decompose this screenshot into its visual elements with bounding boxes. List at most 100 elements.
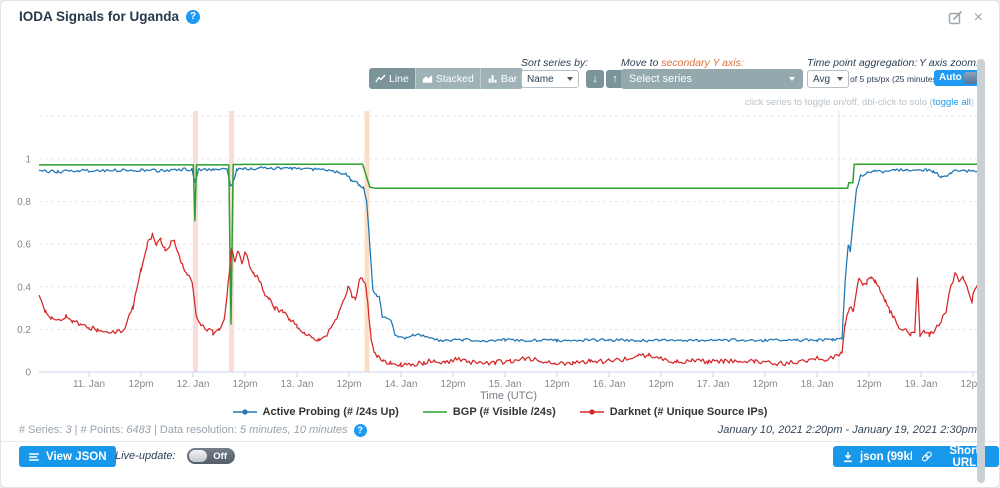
x-tick-label: 12. Jan [177, 379, 210, 390]
y-tick-label: 1 [25, 154, 31, 165]
stats-segment: 6483 [126, 424, 151, 436]
meta-row: # Series: 3 | # Points: 6483 | Data reso… [19, 422, 977, 438]
x-tick-label: 19. Jan [905, 379, 938, 390]
x-tick-label: 11. Jan [73, 379, 105, 390]
y-zoom-auto-toggle[interactable]: Auto [934, 70, 979, 86]
x-tick-label: 12pm [232, 379, 257, 390]
legend-marker [422, 411, 447, 413]
stacked-chart-icon [422, 75, 433, 83]
chart-area: 11. Jan 12pm 12. Jan 12pm 13. Jan 12pm 14. Jan… [1, 105, 1000, 405]
title-help-icon[interactable]: ? [186, 9, 201, 24]
legend-hint: click series to toggle on/off, dbl-click… [745, 97, 974, 108]
legend-marker [579, 409, 604, 415]
line-chart-button[interactable]: Line [369, 68, 415, 89]
chart-type-toggle: Line Stacked Bar [369, 68, 524, 89]
legend-item[interactable]: Active Probing (# /24s Up) [232, 404, 399, 420]
x-tick-label: 12pm [128, 379, 153, 390]
stats-segment: | # Points: [71, 424, 127, 436]
footer-divider [1, 441, 999, 442]
x-tick-label: 16. Jan [593, 379, 626, 390]
toggle-knob [964, 72, 977, 84]
aggregation-value: Avg [813, 73, 831, 85]
x-tick-label: 13. Jan [281, 379, 314, 390]
series-line[interactable] [38, 166, 979, 343]
stats-segment: | Data resolution: [150, 424, 240, 436]
aggregation-detail: of 5 pts/px (25 minutes) [850, 74, 940, 84]
stats-help-icon[interactable]: ? [353, 423, 367, 437]
y-tick-label: 0 [25, 368, 31, 379]
bar-button-label: Bar [500, 72, 518, 85]
x-tick-label: 12pm [960, 379, 985, 390]
x-tick-label: 12pm [440, 379, 465, 390]
y-tick-label: 0.4 [17, 282, 31, 293]
list-icon [28, 452, 40, 461]
chevron-down-icon [789, 77, 795, 81]
move-axis-label: Move to secondary Y axis: [621, 57, 744, 69]
close-icon[interactable]: × [973, 8, 983, 26]
edit-icon[interactable] [948, 10, 963, 25]
x-tick-label: 12pm [752, 379, 777, 390]
live-update-label: Live-update: [115, 450, 176, 462]
download-icon [844, 451, 852, 462]
sort-series-select[interactable]: Name [521, 70, 579, 88]
short-url-button[interactable]: Short URL [912, 444, 999, 469]
y-tick-label: 0.6 [17, 240, 31, 251]
chevron-down-icon [837, 77, 843, 81]
signals-chart[interactable]: 11. Jan 12pm 12. Jan 12pm 13. Jan 12pm 14. Jan… [1, 105, 1000, 405]
legend-item[interactable]: Darknet (# Unique Source IPs) [579, 404, 768, 420]
short-url-label: Short URL [949, 444, 980, 469]
download-json-label: json (99kB) [860, 450, 922, 463]
chevron-down-icon [567, 77, 573, 81]
toggle-all-link[interactable]: toggle all [932, 97, 971, 108]
legend-label: Darknet (# Unique Source IPs) [609, 406, 768, 418]
live-update-state: Off [213, 450, 227, 462]
toggle-knob [189, 450, 207, 462]
stats-segment: 3 [65, 424, 72, 436]
chart-legend: Active Probing (# /24s Up) BGP (# Visible… [1, 404, 999, 420]
x-axis-title: Time (UTC) [480, 390, 537, 402]
line-button-label: Line [389, 72, 409, 85]
sort-ascending-button[interactable]: ↑ [606, 70, 624, 88]
stats-segment: # Series: [19, 424, 66, 436]
event-band [364, 111, 370, 372]
modal-header: IODA Signals for Uganda ? [19, 9, 201, 24]
secondary-axis-value: Select series [629, 73, 692, 85]
stacked-chart-button[interactable]: Stacked [414, 68, 480, 89]
x-tick-label: 12pm [648, 379, 673, 390]
scrollbar[interactable] [977, 59, 985, 483]
view-json-button[interactable]: View JSON [19, 446, 116, 467]
x-tick-label: 12pm [544, 379, 569, 390]
y-tick-label: 0.8 [17, 197, 31, 208]
link-icon [921, 451, 932, 462]
sort-descending-button[interactable]: ↓ [586, 70, 604, 88]
legend-label: BGP (# Visible /24s) [452, 406, 556, 418]
bar-chart-icon [488, 75, 497, 83]
legend-marker [232, 409, 257, 415]
legend-label: Active Probing (# /24s Up) [262, 406, 399, 418]
download-json-button[interactable]: json (99kB) [833, 446, 931, 467]
series-line[interactable] [38, 232, 979, 368]
stacked-button-label: Stacked [435, 72, 474, 85]
date-range: January 10, 2021 2:20pm - January 19, 20… [717, 424, 977, 436]
view-json-label: View JSON [46, 450, 107, 463]
series-line[interactable] [39, 163, 978, 325]
event-band [193, 111, 198, 372]
y-axis-zoom-label: Y axis zoom: [919, 57, 979, 69]
stats-segment: 5 minutes, 10 minutes [239, 424, 348, 436]
aggregation-select[interactable]: Avg [807, 70, 849, 88]
y-tick-label: 0.2 [17, 325, 31, 336]
x-tick-label: 14. Jan [385, 379, 418, 390]
x-tick-label: 12pm [336, 379, 361, 390]
aggregation-label: Time point aggregation: [807, 57, 918, 69]
live-update-toggle[interactable]: Off [187, 448, 235, 464]
x-tick-label: 17. Jan [697, 379, 730, 390]
series-stats: # Series: 3 | # Points: 6483 | Data reso… [19, 423, 367, 437]
legend-item[interactable]: BGP (# Visible /24s) [422, 404, 556, 420]
x-tick-label: 18. Jan [801, 379, 834, 390]
bar-chart-button[interactable]: Bar [479, 68, 524, 89]
secondary-axis-select[interactable]: Select series [621, 69, 803, 89]
line-chart-icon [375, 74, 386, 83]
page-title: IODA Signals for Uganda [19, 9, 180, 24]
sort-series-value: Name [527, 73, 554, 85]
